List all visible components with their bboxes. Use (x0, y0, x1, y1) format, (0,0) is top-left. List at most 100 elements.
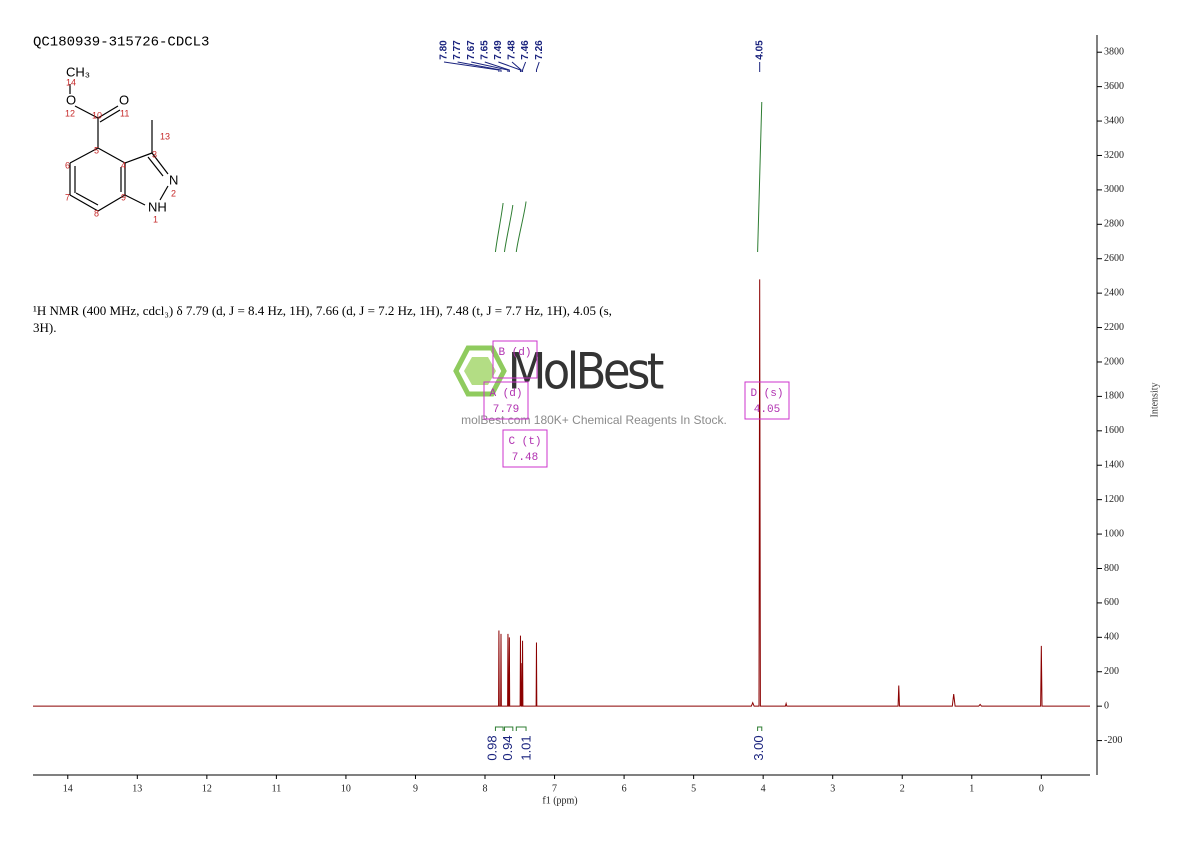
multiplet-shift: 4.05 (754, 404, 780, 416)
atom-number: 1 (153, 214, 158, 224)
atom-number: 4 (121, 160, 126, 170)
integral-bracket (757, 726, 763, 731)
x-tick-label: 13 (132, 783, 142, 794)
y-tick-label: 3200 (1104, 150, 1124, 161)
integral-curve (503, 204, 514, 253)
atom-number: 5 (94, 145, 99, 155)
y-tick-label: 0 (1104, 700, 1109, 711)
y-tick-label: -200 (1104, 735, 1122, 746)
atom-label: O (66, 92, 76, 107)
x-tick-label: 7 (552, 783, 557, 794)
x-tick-label: 5 (691, 783, 696, 794)
x-tick-label: 10 (341, 783, 351, 794)
atom-label: NH (148, 199, 167, 214)
integral-curve (757, 101, 763, 253)
spectrum-line (33, 279, 1090, 707)
peak-label: 7.26 (534, 40, 545, 60)
atom-number: 8 (94, 208, 99, 218)
x-tick-label: 1 (969, 783, 974, 794)
integral-bracket (515, 726, 527, 731)
peak-label: 7.77 (452, 40, 463, 60)
watermark: MolBest molBest.com 180K+ Chemical Reage… (453, 343, 727, 427)
multiplet-name: D (s) (750, 388, 783, 400)
x-tick-label: 3 (830, 783, 835, 794)
peak-label-leader (484, 61, 510, 72)
y-tick-label: 1000 (1104, 528, 1124, 539)
multiplet-name: C (t) (508, 436, 541, 448)
integral-label: 0.94 (500, 735, 515, 760)
y-tick-label: 3600 (1104, 81, 1124, 92)
atom-number: 11 (120, 108, 129, 118)
x-axis-label: f1 (ppm) (542, 795, 577, 806)
peak-label: 7.80 (439, 40, 450, 60)
atom-number: 13 (160, 131, 170, 141)
atom-number: 10 (92, 110, 102, 120)
peak-label: 7.49 (493, 40, 504, 60)
y-tick-label: 600 (1104, 597, 1119, 608)
y-tick-label: 1600 (1104, 425, 1124, 436)
watermark-brand: MolBest (508, 343, 664, 401)
multiplet-box (744, 381, 790, 420)
y-tick-label: 2800 (1104, 219, 1124, 230)
x-tick-label: 11 (272, 783, 282, 794)
atom-number: 2 (171, 188, 176, 198)
atom-number: 12 (65, 108, 75, 118)
y-tick-label: 3400 (1104, 115, 1124, 126)
multiplet-box (502, 429, 548, 468)
y-tick-label: 3000 (1104, 184, 1124, 195)
y-tick-label: 400 (1104, 632, 1119, 643)
peak-label-leader (457, 61, 502, 72)
multiplet-box (492, 340, 538, 379)
integral-bracket (503, 726, 514, 731)
y-axis-label: Intensity (1149, 383, 1160, 418)
peak-label: 7.67 (466, 40, 477, 60)
atom-number: 6 (65, 160, 70, 170)
peak-label: 4.05 (754, 40, 765, 60)
chart-title: QC180939-315726-CDCL3 (33, 35, 209, 51)
peak-label-leader (511, 61, 522, 72)
multiplet-name: B (d) (498, 347, 531, 359)
integral-label: 3.00 (751, 735, 766, 760)
y-tick-label: 1200 (1104, 494, 1124, 505)
atom-label: CH₃ (66, 64, 90, 79)
y-tick-label: 2200 (1104, 322, 1124, 333)
y-tick-label: 2400 (1104, 287, 1124, 298)
x-tick-label: 0 (1039, 783, 1044, 794)
y-tick-label: 3800 (1104, 47, 1124, 58)
y-tick-label: 2600 (1104, 253, 1124, 264)
multiplet-shift: 7.48 (512, 452, 538, 464)
nmr-description: ¹H NMR (400 MHz, cdcl₃) δ 7.79 (d, J = 8… (33, 303, 612, 335)
x-tick-label: 6 (622, 783, 627, 794)
multiplet-box (483, 381, 529, 420)
x-tick-label: 9 (413, 783, 418, 794)
peak-label: 7.65 (479, 40, 490, 60)
peak-label-leader (522, 61, 527, 72)
x-tick-label: 14 (63, 783, 73, 794)
atom-number: 14 (66, 77, 76, 87)
integral-label: 1.01 (519, 735, 534, 760)
integral-curve (515, 201, 527, 253)
y-tick-label: 2000 (1104, 356, 1124, 367)
integral-bracket (494, 726, 504, 731)
atom-number: 7 (65, 192, 70, 202)
y-tick-label: 800 (1104, 563, 1119, 574)
atom-number: 9 (121, 192, 126, 202)
integral-label: 0.98 (485, 735, 500, 760)
integral-curve (494, 202, 504, 253)
x-tick-label: 4 (761, 783, 766, 794)
x-tick-label: 2 (900, 783, 905, 794)
y-tick-label: 1800 (1104, 391, 1124, 402)
multiplet-name: A (d) (489, 388, 522, 400)
y-tick-label: 1400 (1104, 460, 1124, 471)
peak-label: 7.46 (520, 40, 531, 60)
y-tick-label: 200 (1104, 666, 1119, 677)
peak-label-leader (535, 61, 540, 72)
peak-label: 7.48 (507, 40, 518, 60)
atom-label: N (169, 172, 178, 187)
molecule-bonds (69, 84, 169, 212)
atom-number: 3 (152, 149, 157, 159)
x-tick-label: 8 (483, 783, 488, 794)
multiplet-shift: 7.79 (493, 404, 519, 416)
